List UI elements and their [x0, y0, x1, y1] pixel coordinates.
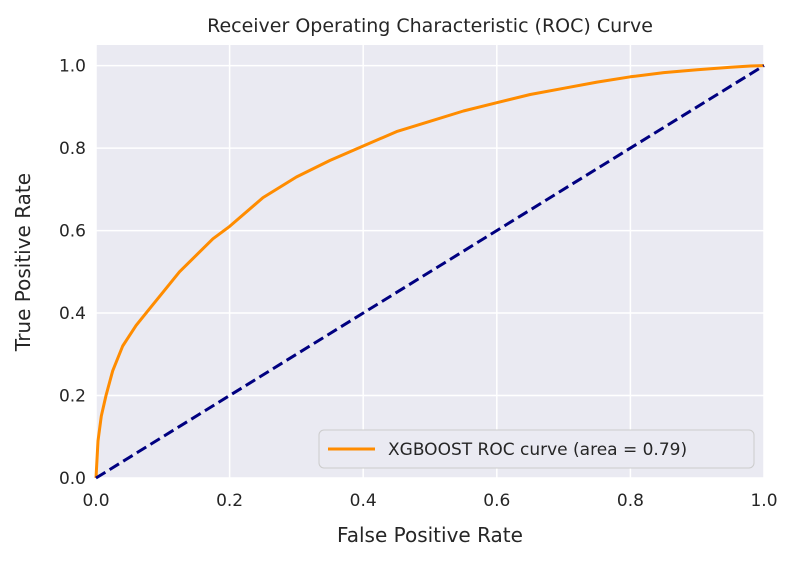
- x-tick-label: 0.8: [617, 491, 644, 511]
- legend-box: [318, 429, 755, 469]
- roc-curve-line: [94, 64, 765, 479]
- chart-title: Receiver Operating Characteristic (ROC) …: [207, 15, 653, 37]
- y-tick-label: 0.6: [59, 222, 86, 242]
- legend-label: XGBOOST ROC curve (area = 0.79): [388, 440, 687, 460]
- x-tick-label: 0.6: [483, 491, 510, 511]
- x-tick-label: 1.0: [750, 491, 777, 511]
- x-tick-label: 0.0: [82, 491, 109, 511]
- y-tick-label: 0.2: [59, 387, 86, 407]
- y-tick-label: 0.8: [59, 139, 86, 159]
- legend: XGBOOST ROC curve (area = 0.79): [318, 429, 755, 469]
- grid: [95, 45, 765, 479]
- chance-diagonal-line: [95, 64, 765, 480]
- y-tick-label: 0.0: [59, 469, 86, 489]
- plot-area: [96, 45, 764, 478]
- series-layer: [94, 64, 765, 480]
- y-tick-label: 1.0: [59, 57, 86, 77]
- y-axis-label: True Positive Rate: [11, 173, 35, 352]
- ticks: 0.0 0.2 0.4 0.6 0.8 1.0 0.0 0.2 0.4 0.6 0.8 1.0: [59, 57, 778, 511]
- x-tick-label: 0.4: [350, 491, 377, 511]
- y-tick-label: 0.4: [59, 304, 86, 324]
- x-axis-label: False Positive Rate: [337, 523, 523, 547]
- x-tick-label: 0.2: [216, 491, 243, 511]
